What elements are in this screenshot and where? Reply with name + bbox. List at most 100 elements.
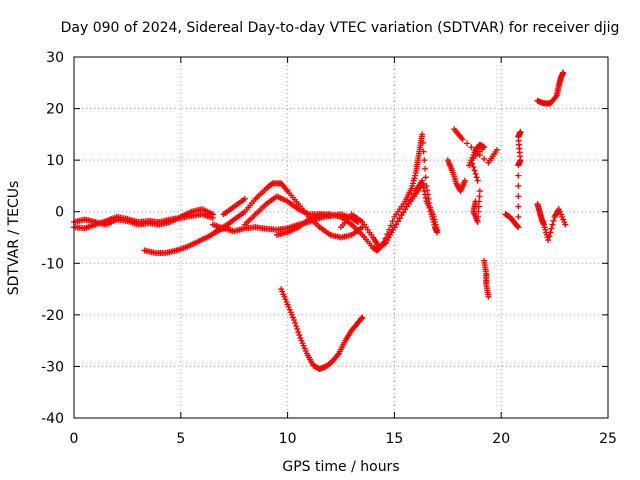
y-tick-label: -10 — [41, 256, 64, 272]
data-point — [514, 223, 521, 230]
data-point — [459, 136, 466, 143]
series-arc-6 — [220, 195, 248, 218]
data-point — [400, 209, 407, 216]
data-point — [421, 157, 428, 164]
y-tick-label: 0 — [55, 205, 64, 221]
data-point — [241, 195, 248, 202]
data-point — [419, 181, 426, 188]
data-point — [476, 151, 483, 158]
data-point — [475, 213, 482, 220]
data-point — [461, 177, 468, 184]
x-tick-label: 0 — [70, 431, 79, 447]
data-point — [422, 174, 429, 181]
data-point — [546, 233, 553, 240]
data-point — [334, 351, 341, 358]
series-arc-18 — [534, 200, 569, 244]
x-tick-label: 15 — [385, 431, 403, 447]
data-point — [545, 237, 552, 244]
data-point — [552, 93, 559, 100]
data-point — [548, 225, 555, 232]
y-tick-label: -40 — [41, 411, 64, 427]
data-point — [296, 332, 303, 339]
data-point — [407, 197, 414, 204]
series-arc-15 — [481, 257, 492, 300]
data-point — [387, 222, 394, 229]
data-point — [515, 172, 522, 179]
data-point — [419, 177, 426, 184]
data-point — [386, 226, 393, 233]
x-tick-label: 10 — [279, 431, 297, 447]
data-point — [434, 229, 441, 236]
data-point — [405, 200, 412, 207]
data-point — [403, 203, 410, 210]
data-point — [476, 198, 483, 205]
y-tick-label: 30 — [46, 50, 64, 66]
data-point — [515, 203, 522, 210]
data-point — [471, 167, 478, 174]
data-point — [293, 323, 300, 330]
data-point — [515, 182, 522, 189]
y-tick-label: -20 — [41, 308, 64, 324]
data-point — [560, 69, 567, 76]
x-tick-label: 20 — [492, 431, 510, 447]
data-point — [474, 177, 481, 184]
data-point — [515, 224, 522, 231]
data-point — [402, 206, 409, 213]
series-arc-10 — [338, 177, 441, 251]
series-arc-12 — [444, 157, 468, 195]
data-point — [382, 235, 389, 242]
data-point — [472, 148, 479, 155]
y-tick-label: 10 — [46, 153, 64, 169]
data-point — [426, 200, 433, 207]
data-point — [393, 221, 400, 228]
plot-frame — [73, 56, 609, 419]
data-point — [476, 188, 483, 195]
axis-ticks: 0 5 10 15 20 25 -40 -30 -20 -10 0 10 20 30 — [41, 50, 617, 447]
data-point — [423, 182, 430, 189]
data-point — [515, 193, 522, 200]
data-point — [358, 315, 365, 322]
data-point — [384, 231, 391, 238]
data-point — [424, 187, 431, 194]
data-point — [292, 320, 299, 327]
data-point — [472, 170, 479, 177]
data-point — [295, 329, 302, 336]
series-arc-19 — [534, 69, 567, 107]
series-arc-17 — [502, 128, 524, 231]
data-point — [291, 317, 298, 324]
data-point — [422, 165, 429, 172]
data-point — [493, 146, 500, 153]
data-point — [425, 195, 432, 202]
x-axis-label: GPS time / hours — [282, 459, 399, 475]
data-point — [427, 204, 433, 211]
data-point — [294, 326, 301, 333]
data-point — [380, 239, 387, 246]
data-point — [475, 203, 482, 210]
y-axis-label: SDTVAR / TECUs — [6, 181, 22, 296]
data-point — [419, 139, 426, 146]
x-tick-label: 25 — [599, 431, 617, 447]
data-point — [420, 148, 427, 155]
series-arc-9 — [278, 286, 366, 373]
data-point — [515, 213, 522, 220]
data-point — [473, 174, 480, 181]
data-point — [485, 293, 492, 300]
data-point — [550, 217, 557, 224]
data-point — [389, 218, 396, 225]
y-tick-label: -30 — [41, 359, 64, 375]
data-point — [468, 157, 475, 164]
data-point — [549, 221, 556, 228]
data-point — [398, 212, 405, 219]
data-point — [464, 140, 471, 147]
data-point — [396, 215, 403, 222]
series-arc-2 — [71, 206, 216, 228]
data-point — [209, 211, 216, 218]
data-point — [410, 191, 417, 198]
data-point — [419, 131, 426, 138]
chart-title: Day 090 of 2024, Sidereal Day-to-day VTE… — [61, 20, 620, 36]
data-point — [481, 155, 488, 162]
data-point — [547, 229, 554, 236]
data-point — [562, 221, 569, 228]
data-point — [476, 193, 483, 200]
data-points — [71, 69, 569, 373]
